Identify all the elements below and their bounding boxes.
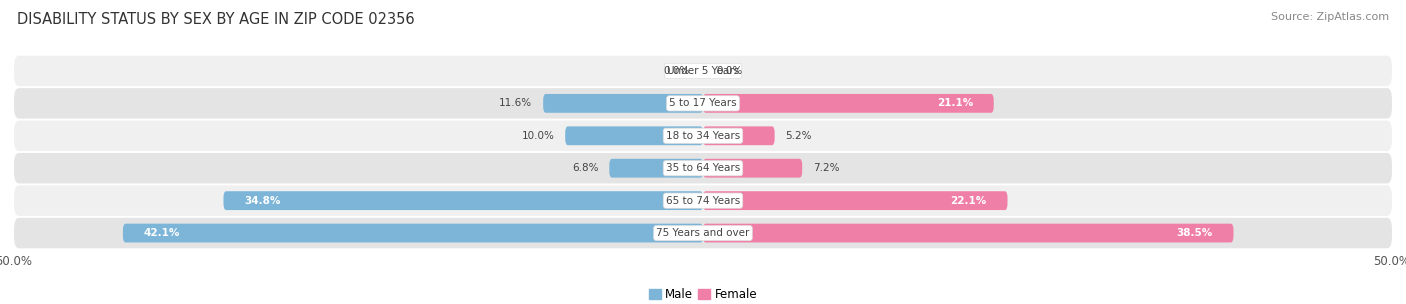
- FancyBboxPatch shape: [14, 218, 1392, 248]
- Text: 34.8%: 34.8%: [245, 196, 281, 206]
- FancyBboxPatch shape: [14, 121, 1392, 151]
- FancyBboxPatch shape: [703, 191, 1008, 210]
- Text: 11.6%: 11.6%: [499, 98, 531, 108]
- Text: 0.0%: 0.0%: [664, 66, 689, 76]
- Text: 21.1%: 21.1%: [936, 98, 973, 108]
- Text: 42.1%: 42.1%: [143, 228, 180, 238]
- FancyBboxPatch shape: [703, 159, 803, 178]
- Legend: Male, Female: Male, Female: [644, 283, 762, 304]
- Text: 38.5%: 38.5%: [1177, 228, 1213, 238]
- Text: 0.0%: 0.0%: [717, 66, 742, 76]
- Text: 35 to 64 Years: 35 to 64 Years: [666, 163, 740, 173]
- FancyBboxPatch shape: [609, 159, 703, 178]
- Text: DISABILITY STATUS BY SEX BY AGE IN ZIP CODE 02356: DISABILITY STATUS BY SEX BY AGE IN ZIP C…: [17, 12, 415, 27]
- FancyBboxPatch shape: [224, 191, 703, 210]
- FancyBboxPatch shape: [565, 126, 703, 145]
- Text: 5 to 17 Years: 5 to 17 Years: [669, 98, 737, 108]
- FancyBboxPatch shape: [14, 88, 1392, 119]
- Text: 10.0%: 10.0%: [522, 131, 554, 141]
- Text: 7.2%: 7.2%: [813, 163, 839, 173]
- Text: 75 Years and over: 75 Years and over: [657, 228, 749, 238]
- FancyBboxPatch shape: [703, 126, 775, 145]
- FancyBboxPatch shape: [14, 185, 1392, 216]
- FancyBboxPatch shape: [703, 224, 1233, 243]
- Text: 18 to 34 Years: 18 to 34 Years: [666, 131, 740, 141]
- Text: Under 5 Years: Under 5 Years: [666, 66, 740, 76]
- FancyBboxPatch shape: [122, 224, 703, 243]
- Text: 22.1%: 22.1%: [950, 196, 987, 206]
- Text: Source: ZipAtlas.com: Source: ZipAtlas.com: [1271, 12, 1389, 22]
- Text: 65 to 74 Years: 65 to 74 Years: [666, 196, 740, 206]
- FancyBboxPatch shape: [543, 94, 703, 113]
- Text: 6.8%: 6.8%: [572, 163, 599, 173]
- FancyBboxPatch shape: [14, 153, 1392, 183]
- FancyBboxPatch shape: [14, 56, 1392, 86]
- FancyBboxPatch shape: [703, 94, 994, 113]
- Text: 5.2%: 5.2%: [786, 131, 813, 141]
